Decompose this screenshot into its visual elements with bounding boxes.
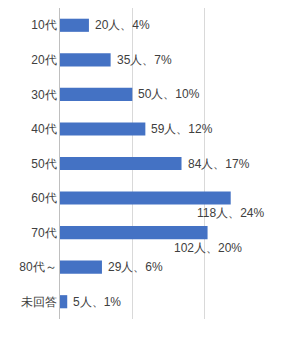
svg-text:80代～: 80代～ [19,260,56,274]
svg-text:35人、7%: 35人、7% [117,53,172,67]
svg-text:未回答: 未回答 [21,295,57,309]
svg-text:118人、24%: 118人、24% [197,206,264,220]
svg-text:60代: 60代 [31,191,56,205]
svg-text:70代: 70代 [31,226,56,240]
svg-text:20人、4%: 20人、4% [95,18,150,32]
svg-text:5人、1%: 5人、1% [73,295,121,309]
svg-text:40代: 40代 [31,122,56,136]
svg-text:84人、17%: 84人、17% [188,157,250,171]
svg-text:102人、20%: 102人、20% [174,241,242,255]
svg-text:50代: 50代 [31,157,56,171]
svg-text:50人、10%: 50人、10% [138,87,200,101]
svg-text:59人、12%: 59人、12% [151,122,213,136]
svg-text:10代: 10代 [31,18,56,32]
svg-text:29人、6%: 29人、6% [108,260,163,274]
svg-text:30代: 30代 [31,88,56,102]
svg-text:20代: 20代 [31,53,56,67]
